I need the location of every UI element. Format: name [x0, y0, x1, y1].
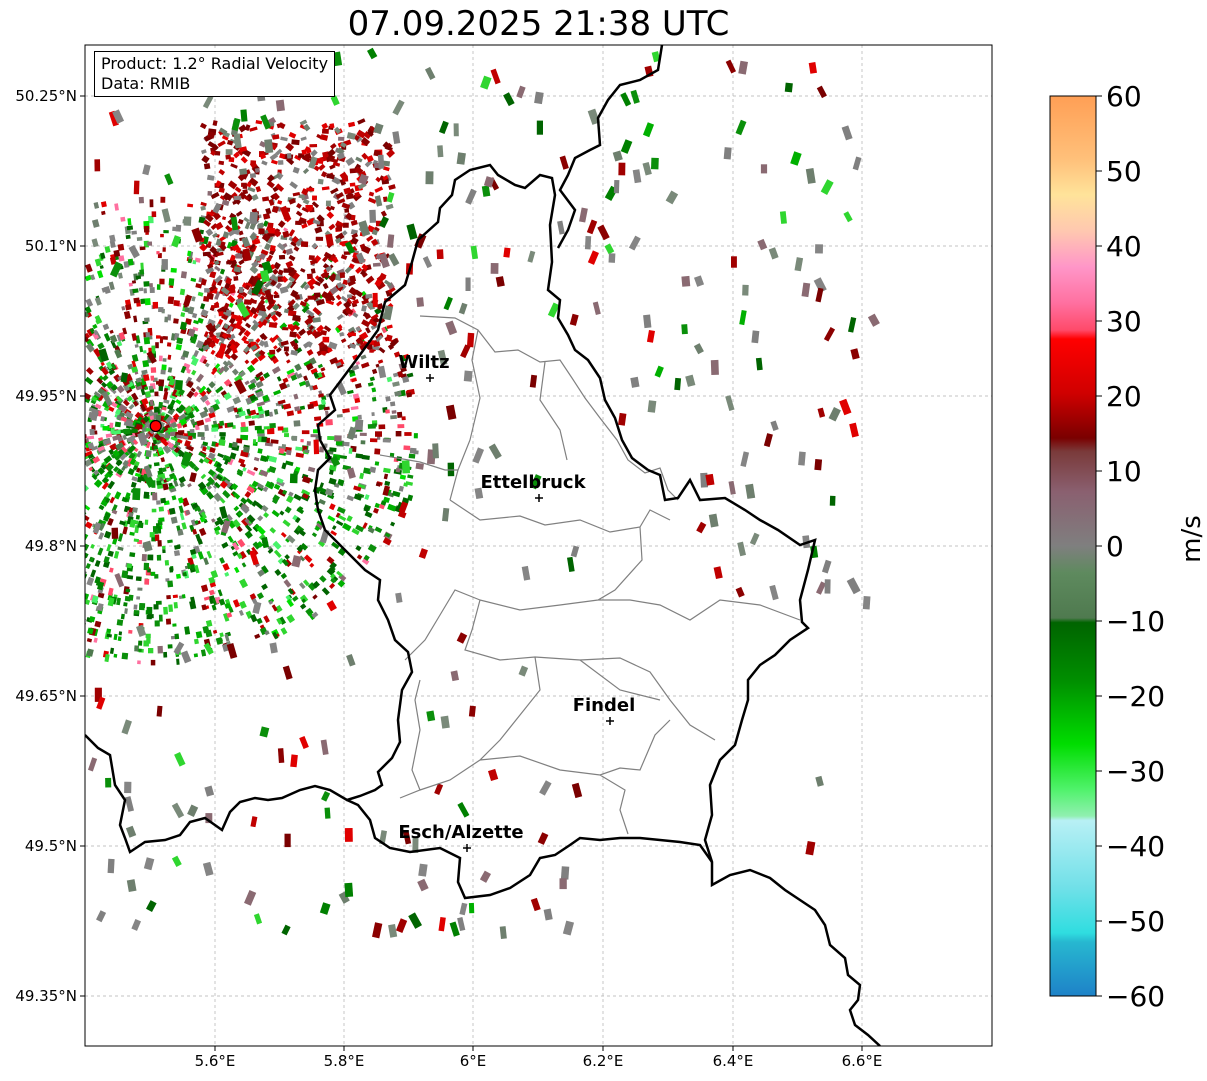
- colorbar-ticks: 60 50 40 30 20 10 0 −10 −20 −30 −40 −50 −60: [1096, 80, 1165, 1013]
- city-label: Ettelbruck: [480, 472, 586, 493]
- radar-echoes: [85, 47, 880, 940]
- lon-tick-label: 6.6°E: [842, 1052, 883, 1070]
- lon-tick-label: 5.6°E: [195, 1052, 236, 1070]
- colorbar-tick-label: 60: [1106, 80, 1142, 113]
- lon-tick-label: 6°E: [460, 1052, 487, 1070]
- canton-boundaries: [379, 315, 801, 835]
- germany-border: [556, 45, 881, 1046]
- city-markers: Wiltz Ettelbruck Findel Esch/Alzette: [398, 352, 635, 852]
- map-frame: [85, 45, 992, 1046]
- colorbar: 60 50 40 30 20 10 0 −10 −20 −30 −40 −50 −60: [1049, 80, 1165, 1013]
- belgium-border: [85, 163, 649, 854]
- france-border: [346, 798, 714, 900]
- colorbar-unit-label: m/s: [1176, 515, 1207, 563]
- colorbar-tick-label: 50: [1106, 155, 1142, 188]
- colorbar-scale: [1049, 95, 1097, 997]
- city-label: Esch/Alzette: [398, 822, 523, 843]
- axis-labels: 50.25°N 50.1°N 49.95°N 49.8°N 49.65°N 49.5°N 4…: [15, 87, 882, 1070]
- lat-tick-label: 49.8°N: [25, 537, 77, 555]
- colorbar-tick-label: 40: [1106, 230, 1142, 263]
- city-label: Wiltz: [398, 352, 449, 373]
- city-label: Findel: [573, 695, 636, 716]
- city-marker-icon: [463, 844, 471, 852]
- radar-site-marker: [149, 419, 162, 433]
- lat-tick-label: 49.95°N: [15, 387, 77, 405]
- city-marker-icon: [606, 717, 614, 725]
- lat-tick-label: 49.65°N: [15, 687, 77, 705]
- radar-site-dot: [149, 419, 162, 433]
- colorbar-tick-label: 0: [1106, 530, 1124, 563]
- colorbar-tick-label: −20: [1106, 680, 1165, 713]
- country-borders: [85, 45, 881, 1046]
- lat-tick-label: 49.5°N: [25, 837, 77, 855]
- city-marker-icon: [426, 374, 434, 382]
- product-label: Product: 1.2° Radial Velocity: [101, 54, 329, 73]
- lat-tick-label: 50.1°N: [25, 237, 77, 255]
- product-info-box: Product: 1.2° Radial Velocity Data: RMIB: [94, 51, 336, 97]
- colorbar-tick-label: −50: [1106, 905, 1165, 938]
- city-marker-icon: [535, 494, 543, 502]
- colorbar-tick-label: 30: [1106, 305, 1142, 338]
- lat-tick-label: 50.25°N: [15, 87, 77, 105]
- colorbar-tick-label: −10: [1106, 605, 1165, 638]
- lat-tick-label: 49.35°N: [15, 987, 77, 1005]
- data-source-label: Data: RMIB: [101, 74, 191, 93]
- lon-tick-label: 6.2°E: [583, 1052, 624, 1070]
- colorbar-tick-label: −60: [1106, 980, 1165, 1013]
- colorbar-tick-label: 10: [1106, 455, 1142, 488]
- colorbar-tick-label: −40: [1106, 830, 1165, 863]
- colorbar-tick-label: −30: [1106, 755, 1165, 788]
- colorbar-tick-label: 20: [1106, 380, 1142, 413]
- lon-tick-label: 5.8°E: [324, 1052, 365, 1070]
- map-title: 07.09.2025 21:38 UTC: [347, 4, 730, 44]
- lon-tick-label: 6.4°E: [713, 1052, 754, 1070]
